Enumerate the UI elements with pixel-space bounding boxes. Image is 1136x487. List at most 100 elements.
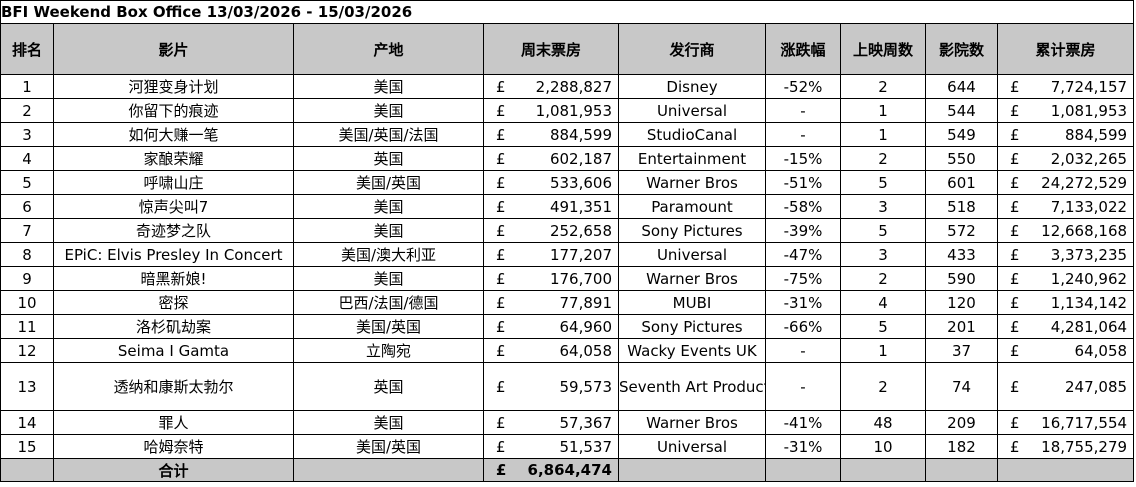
rank-cell[interactable]: 7	[0, 218, 54, 243]
change-cell[interactable]: -41%	[765, 410, 841, 435]
film-cell[interactable]: 家酿荣耀	[53, 146, 294, 171]
cinemas-cell[interactable]: 209	[925, 410, 998, 435]
distributor-cell[interactable]: Sony Pictures	[618, 218, 766, 243]
weekend-gross-cell[interactable]: £64,960	[483, 314, 619, 339]
change-cell[interactable]: -15%	[765, 146, 841, 171]
header-origin[interactable]: 产地	[293, 23, 484, 75]
film-cell[interactable]: 你留下的痕迹	[53, 98, 294, 123]
weeks-cell[interactable]: 2	[840, 74, 926, 99]
film-cell[interactable]: 呼啸山庄	[53, 170, 294, 195]
change-cell[interactable]: -75%	[765, 266, 841, 291]
change-cell[interactable]: -58%	[765, 194, 841, 219]
distributor-cell[interactable]: MUBI	[618, 290, 766, 315]
origin-cell[interactable]: 美国/澳大利亚	[293, 242, 484, 267]
total-gross-cell[interactable]: £18,755,279	[996, 434, 1135, 459]
origin-cell[interactable]: 英国	[293, 362, 484, 411]
weekend-gross-cell[interactable]: £57,367	[483, 410, 619, 435]
origin-cell[interactable]: 美国	[293, 218, 484, 243]
sheet-title[interactable]: BFI Weekend Box Office 13/03/2026 - 15/0…	[0, 0, 1135, 24]
weeks-cell[interactable]: 5	[840, 314, 926, 339]
distributor-cell[interactable]: Universal	[618, 434, 766, 459]
rank-cell[interactable]: 1	[0, 74, 54, 99]
rank-cell[interactable]: 10	[0, 290, 54, 315]
rank-cell[interactable]: 6	[0, 194, 54, 219]
change-cell[interactable]: -31%	[765, 434, 841, 459]
weekend-gross-cell[interactable]: £51,537	[483, 434, 619, 459]
weeks-cell[interactable]: 2	[840, 266, 926, 291]
total-empty-cell[interactable]	[996, 458, 1135, 482]
rank-cell[interactable]: 8	[0, 242, 54, 267]
change-cell[interactable]: -31%	[765, 290, 841, 315]
total-weekend-gross-cell[interactable]: £6,864,474	[483, 458, 619, 482]
total-gross-cell[interactable]: £64,058	[996, 338, 1135, 363]
weeks-cell[interactable]: 1	[840, 98, 926, 123]
weeks-cell[interactable]: 1	[840, 338, 926, 363]
origin-cell[interactable]: 美国/英国/法国	[293, 122, 484, 147]
total-gross-cell[interactable]: £3,373,235	[996, 242, 1135, 267]
weeks-cell[interactable]: 2	[840, 362, 926, 411]
total-gross-cell[interactable]: £247,085	[996, 362, 1135, 411]
header-weeks[interactable]: 上映周数	[840, 23, 926, 75]
weekend-gross-cell[interactable]: £177,207	[483, 242, 619, 267]
total-empty-cell[interactable]	[618, 458, 766, 482]
total-empty-cell[interactable]	[840, 458, 926, 482]
origin-cell[interactable]: 美国	[293, 74, 484, 99]
weekend-gross-cell[interactable]: £884,599	[483, 122, 619, 147]
origin-cell[interactable]: 美国/英国	[293, 314, 484, 339]
origin-cell[interactable]: 美国	[293, 266, 484, 291]
total-gross-cell[interactable]: £1,240,962	[996, 266, 1135, 291]
total-gross-cell[interactable]: £12,668,168	[996, 218, 1135, 243]
film-cell[interactable]: Seima I Gamta	[53, 338, 294, 363]
film-cell[interactable]: 透纳和康斯太勃尔	[53, 362, 294, 411]
film-cell[interactable]: 如何大赚一笔	[53, 122, 294, 147]
rank-cell[interactable]: 11	[0, 314, 54, 339]
total-gross-cell[interactable]: £884,599	[996, 122, 1135, 147]
distributor-cell[interactable]: Sony Pictures	[618, 314, 766, 339]
distributor-cell[interactable]: Warner Bros	[618, 170, 766, 195]
cinemas-cell[interactable]: 120	[925, 290, 998, 315]
weekend-gross-cell[interactable]: £602,187	[483, 146, 619, 171]
rank-cell[interactable]: 13	[0, 362, 54, 411]
weekend-gross-cell[interactable]: £252,658	[483, 218, 619, 243]
distributor-cell[interactable]: Universal	[618, 98, 766, 123]
cinemas-cell[interactable]: 74	[925, 362, 998, 411]
film-cell[interactable]: EPiC: Elvis Presley In Concert	[53, 242, 294, 267]
origin-cell[interactable]: 巴西/法国/德国	[293, 290, 484, 315]
cinemas-cell[interactable]: 572	[925, 218, 998, 243]
distributor-cell[interactable]: Universal	[618, 242, 766, 267]
weeks-cell[interactable]: 4	[840, 290, 926, 315]
rank-cell[interactable]: 4	[0, 146, 54, 171]
change-cell[interactable]: -66%	[765, 314, 841, 339]
header-film[interactable]: 影片	[53, 23, 294, 75]
weekend-gross-cell[interactable]: £533,606	[483, 170, 619, 195]
change-cell[interactable]: -	[765, 362, 841, 411]
total-gross-cell[interactable]: £1,134,142	[996, 290, 1135, 315]
weeks-cell[interactable]: 3	[840, 194, 926, 219]
change-cell[interactable]: -	[765, 98, 841, 123]
rank-cell[interactable]: 3	[0, 122, 54, 147]
total-empty-cell[interactable]	[0, 458, 54, 482]
rank-cell[interactable]: 5	[0, 170, 54, 195]
weekend-gross-cell[interactable]: £77,891	[483, 290, 619, 315]
origin-cell[interactable]: 美国	[293, 194, 484, 219]
weeks-cell[interactable]: 5	[840, 170, 926, 195]
rank-cell[interactable]: 15	[0, 434, 54, 459]
origin-cell[interactable]: 立陶宛	[293, 338, 484, 363]
cinemas-cell[interactable]: 590	[925, 266, 998, 291]
distributor-cell[interactable]: Wacky Events UK	[618, 338, 766, 363]
change-cell[interactable]: -	[765, 338, 841, 363]
header-rank[interactable]: 排名	[0, 23, 54, 75]
cinemas-cell[interactable]: 544	[925, 98, 998, 123]
cinemas-cell[interactable]: 550	[925, 146, 998, 171]
weekend-gross-cell[interactable]: £491,351	[483, 194, 619, 219]
weeks-cell[interactable]: 5	[840, 218, 926, 243]
origin-cell[interactable]: 美国/英国	[293, 434, 484, 459]
header-change[interactable]: 涨跌幅	[765, 23, 841, 75]
change-cell[interactable]: -51%	[765, 170, 841, 195]
origin-cell[interactable]: 英国	[293, 146, 484, 171]
cinemas-cell[interactable]: 644	[925, 74, 998, 99]
weeks-cell[interactable]: 10	[840, 434, 926, 459]
header-distributor[interactable]: 发行商	[618, 23, 766, 75]
rank-cell[interactable]: 12	[0, 338, 54, 363]
distributor-cell[interactable]: Warner Bros	[618, 266, 766, 291]
